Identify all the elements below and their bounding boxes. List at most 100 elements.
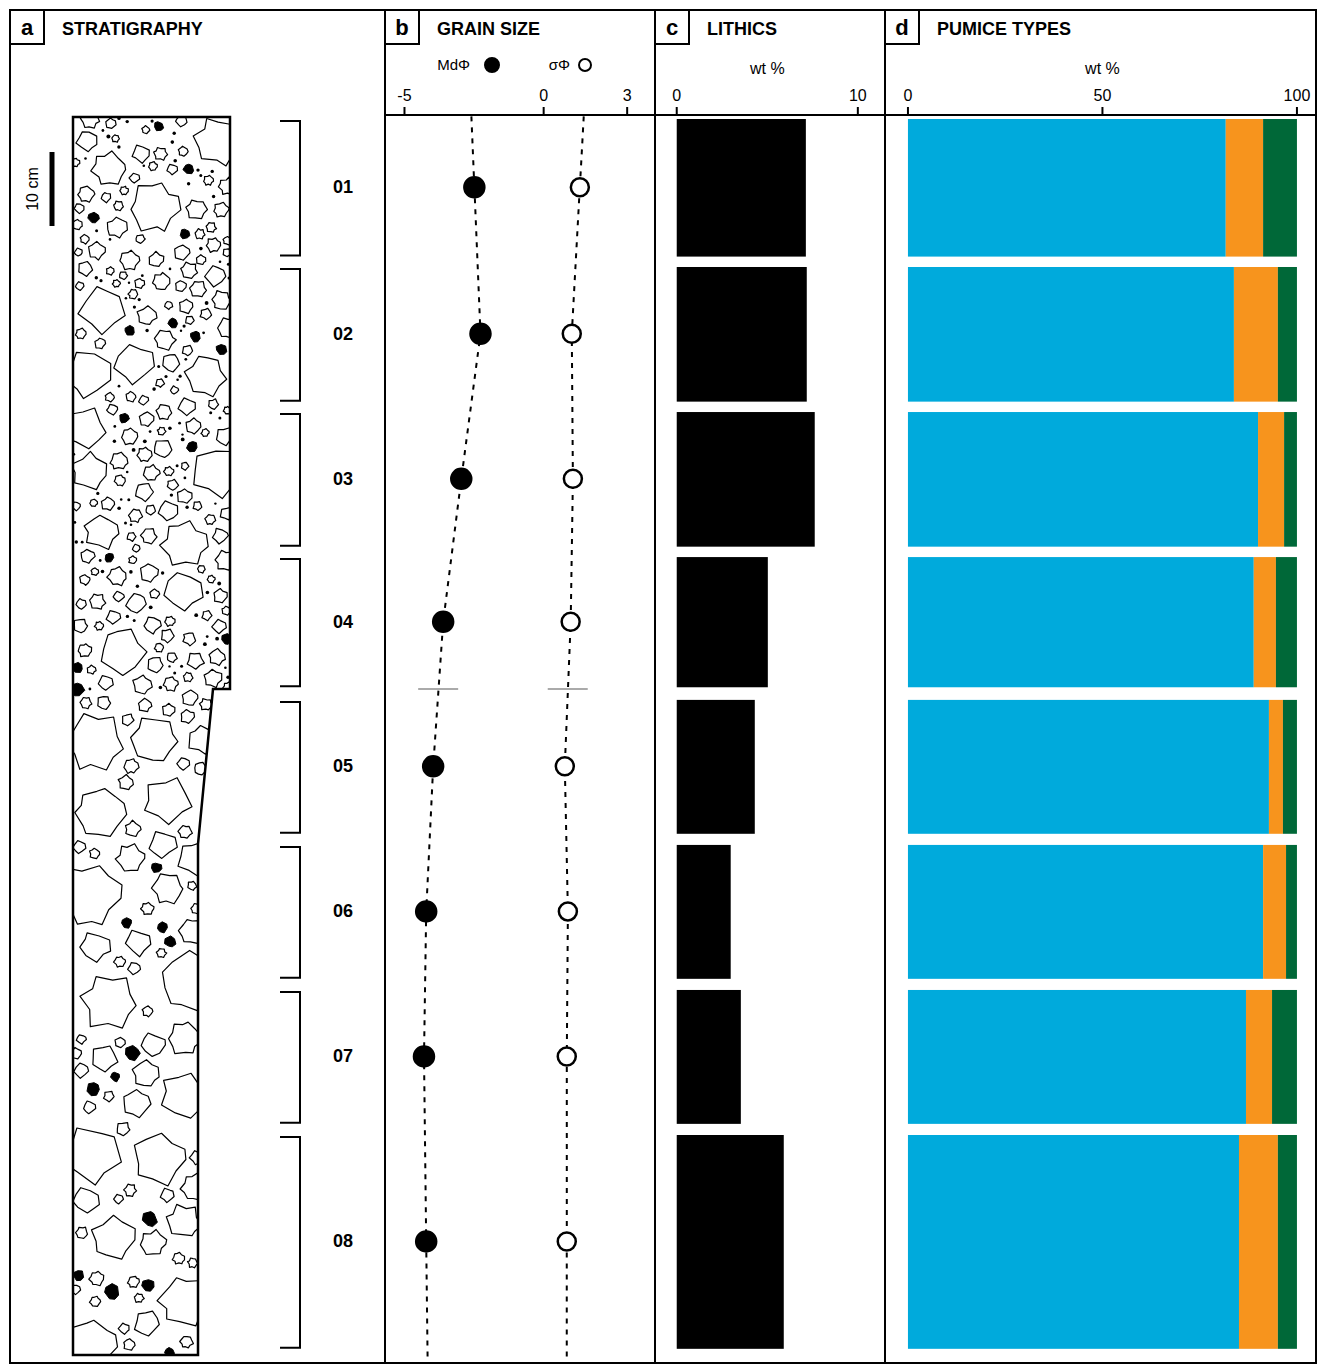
ash-dot [214,502,216,504]
pumice-clast [74,619,87,632]
pumice-clast [75,282,84,291]
pumice-clast [207,575,215,583]
ash-dot [157,365,160,368]
ash-dot [96,492,99,495]
pumice-clast [212,528,228,544]
pumice-clast [66,714,123,770]
ash-dot [196,168,199,171]
ash-dot [203,642,207,646]
pumice-clast [151,874,183,904]
ash-dot [209,411,212,414]
data-point [416,901,436,921]
bar-segment [908,557,1254,687]
pumice-clast [115,844,145,871]
pumice-clast [156,379,165,388]
pumice-clast [137,306,157,325]
data-point [558,1232,576,1250]
pumice-clast [188,1258,198,1268]
pumice-clast [162,1073,209,1118]
ash-dot [179,375,182,378]
ash-dot [159,686,163,690]
data-point [416,1231,436,1251]
bar-segment [1283,700,1297,834]
pumice-clast [163,677,178,691]
lithic-clast [165,936,176,947]
ash-dot [136,585,139,588]
pumice-clast [115,1037,125,1047]
pumice-clast [113,591,124,602]
bar-segment [1246,990,1272,1124]
ash-dot [199,174,202,177]
sample-bracket [280,414,300,546]
legend-marker [579,59,591,71]
pumice-clast [193,502,202,511]
ash-dot [215,637,219,641]
sample-bracket [280,121,300,256]
figure: aSTRATIGRAPHYbGRAIN SIZEcLITHICSdPUMICE … [0,0,1325,1372]
sample-bracket [280,992,300,1123]
sample-label: 08 [333,1231,353,1251]
pumice-clast [118,1323,129,1334]
pumice-clast [136,235,145,244]
column-outline [73,117,230,1355]
pumice-clast [73,841,86,854]
trend-line [565,187,580,1241]
pumice-clast [177,758,190,770]
pumice-clast [194,451,240,499]
pumice-clast [178,920,204,944]
data-point [556,757,574,775]
ash-dot [202,331,205,334]
frame [10,10,1316,1363]
bar-segment [1239,1135,1278,1349]
pumice-clast [79,262,93,277]
ash-dot [143,165,146,168]
pumice-clast [153,273,170,290]
bar [677,990,741,1124]
tick [626,107,628,115]
ash-dot [113,440,116,443]
pumice-clast [142,1006,153,1017]
pumice-clast [195,229,205,239]
pumice-clast [198,566,206,574]
ash-dot [126,120,129,123]
ash-dot [106,135,110,139]
pumice-clast [188,881,197,890]
lithic-clast [152,863,162,872]
pumice-clast [101,629,147,675]
pumice-clast [132,145,149,163]
pumice-clast [204,175,214,185]
pumice-clast [61,866,122,925]
ash-dot [99,559,102,562]
pumice-clast [80,234,89,244]
pumice-clast [172,1252,184,1264]
pumice-clast [129,173,140,183]
ash-dot [176,379,179,382]
pumice-clast [131,183,181,231]
pumice-clast [143,465,160,481]
lithic-clast [105,553,114,562]
pumice-clast [75,328,86,339]
pumice-clast [118,775,133,790]
pumice-clast [98,697,111,710]
pumice-clast [178,826,193,839]
pumice-clast [129,556,137,564]
ash-dot [133,306,136,309]
ash-dot [117,145,120,148]
pumice-clast [124,1184,137,1196]
panel-divider [654,10,656,1363]
pumice-clast [182,462,189,470]
ash-dot [168,665,170,667]
pumice-clast [71,451,107,489]
lithic-clast [142,1280,154,1292]
ash-dot [130,523,133,526]
panel-divider [884,10,886,1363]
pumice-clast [123,714,134,726]
tick [907,107,909,115]
tick-label: 10 [849,87,867,104]
pumice-clast [197,255,206,265]
pumice-clast [134,1133,186,1186]
legend-marker [485,58,499,72]
ash-dot [168,426,172,430]
pumice-clast [84,515,119,549]
pumice-clast [124,1090,151,1118]
